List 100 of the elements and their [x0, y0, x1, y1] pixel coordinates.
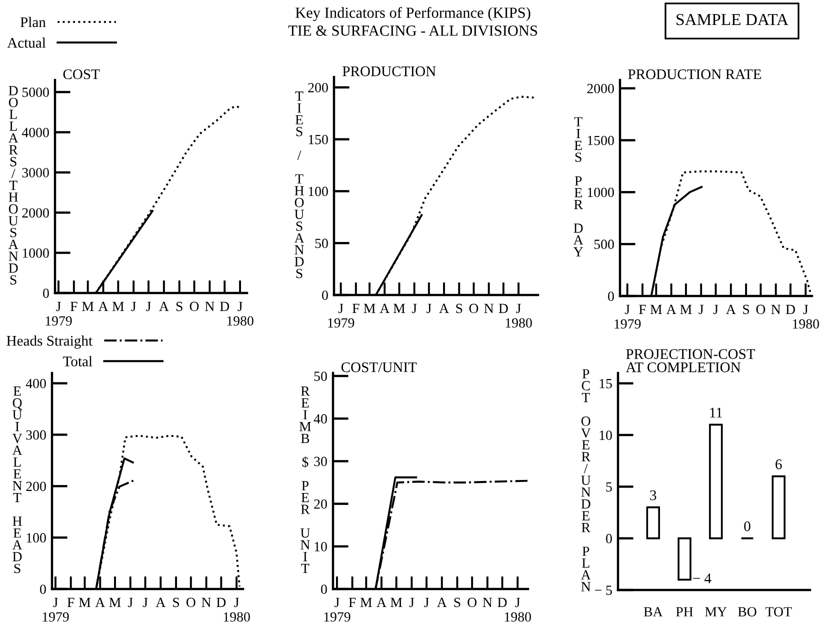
- legend-label: Plan: [20, 16, 46, 28]
- x-tick-label: J: [713, 304, 718, 314]
- x-tick-label: J 1979: [324, 598, 350, 622]
- x-tick-label: J: [698, 304, 704, 314]
- data-label: 3: [650, 490, 656, 500]
- data-label: 11: [710, 408, 722, 418]
- x-tick-label: J 1979: [46, 302, 72, 326]
- x-tick-label: D: [786, 304, 795, 314]
- y-tick-label: 100: [26, 533, 46, 543]
- y-tick-label: 500: [594, 240, 614, 250]
- y-tick-label: 40: [314, 414, 327, 424]
- x-tick-label: N: [771, 304, 781, 314]
- x-tick-label: M: [680, 304, 692, 314]
- x-tick-label: N: [202, 598, 211, 607]
- x-tick-label: N: [482, 598, 492, 607]
- chart-title: PROJECTION-COST AT COMPLETION: [626, 349, 756, 372]
- x-tick-label: N: [484, 304, 494, 313]
- data-label: − 4: [693, 574, 712, 584]
- legend-label: Total: [63, 356, 92, 366]
- y-tick-label: 0: [608, 292, 614, 301]
- y-tick-label: 2000: [22, 208, 49, 218]
- x-tick-label: M: [650, 304, 662, 314]
- legend-label: Heads Straight: [6, 335, 92, 349]
- x-tick-label: A: [376, 598, 386, 607]
- text: PCT OVER/UNDER PLAN: [580, 369, 591, 592]
- y-tick-label: − 5: [594, 586, 612, 595]
- x-tick-label: A: [98, 302, 108, 311]
- x-tick-label: S: [456, 304, 462, 314]
- y-tick-label: 1500: [588, 136, 614, 146]
- x-tick-label: A: [380, 304, 390, 313]
- x-tick-label: O: [468, 598, 477, 608]
- y-tick-label: 0: [322, 290, 328, 300]
- text: SAMPLE DATA: [676, 14, 788, 26]
- x-tick-label: N: [205, 302, 214, 311]
- x-tick-label: J: [142, 598, 148, 608]
- x-tick-label: A: [439, 304, 449, 313]
- y-tick-label: 0: [40, 584, 46, 594]
- text: TIE & SURFACING - ALL DIVISIONS: [288, 26, 538, 36]
- text: REIMB $ PER UNIT: [299, 386, 311, 574]
- x-tick-label: J: [409, 598, 414, 608]
- x-tick-label: A: [156, 598, 166, 607]
- x-tick-label: J: [424, 598, 429, 608]
- x-tick-label: D: [220, 302, 230, 311]
- x-tick-label: M: [78, 598, 91, 607]
- y-tick-label: 15: [600, 378, 612, 388]
- y-tick-label: 5000: [22, 88, 49, 98]
- x-tick-label: S: [173, 598, 180, 608]
- y-tick-label: 100: [308, 186, 328, 196]
- y-tick-label: 30: [314, 456, 327, 466]
- x-tick-label: TOT: [766, 607, 792, 616]
- x-tick-label: O: [756, 304, 766, 314]
- x-tick-label: BO: [738, 607, 756, 616]
- x-tick-label: F: [639, 304, 646, 314]
- y-tick-label: 2000: [587, 84, 614, 94]
- y-tick-label: 5: [606, 482, 612, 492]
- text: Key Indicators of Performance (KIPS): [296, 6, 530, 22]
- chart-title: COST: [63, 69, 100, 80]
- x-tick-label: S: [176, 302, 182, 312]
- y-tick-label: 50: [315, 238, 328, 248]
- x-tick-label: F: [352, 304, 360, 313]
- x-tick-label: D: [498, 304, 508, 313]
- y-tick-label: 200: [308, 82, 328, 92]
- text: TIES / THOUSANDS: [294, 92, 304, 278]
- x-tick-label: O: [469, 304, 478, 314]
- x-tick-label: J: [131, 302, 136, 312]
- chart-title: PRODUCTION: [342, 66, 436, 76]
- x-tick-label: D: [498, 598, 507, 607]
- x-tick-label: MY: [705, 607, 727, 616]
- x-tick-label: S: [454, 598, 460, 608]
- y-tick-label: 300: [26, 430, 46, 440]
- y-tick-label: 20: [314, 499, 327, 509]
- text: DOLLARS/THOUSANDS: [8, 86, 18, 285]
- x-tick-label: BA: [644, 607, 663, 616]
- y-tick-label: 0: [321, 584, 327, 594]
- x-tick-label: D: [216, 598, 226, 607]
- x-tick-label: M: [393, 304, 406, 313]
- x-tick-label: M: [360, 598, 372, 607]
- text: TIES PER DAY: [573, 117, 584, 256]
- data-label: 6: [776, 459, 782, 470]
- x-tick-label: M: [112, 302, 124, 311]
- x-tick-label: S: [743, 304, 750, 314]
- x-tick-label: J: [146, 302, 151, 312]
- x-tick-label: F: [67, 598, 74, 607]
- y-tick-label: 0: [43, 288, 49, 298]
- legend-label: Actual: [7, 38, 46, 48]
- y-tick-label: 1000: [588, 188, 614, 198]
- x-tick-label: O: [186, 598, 196, 608]
- y-tick-label: 0: [606, 534, 612, 544]
- x-tick-label: A: [95, 598, 106, 607]
- x-tick-label: O: [190, 302, 199, 312]
- x-tick-label: PH: [676, 607, 693, 616]
- y-tick-label: 150: [308, 134, 328, 144]
- x-tick-label: J: [426, 304, 432, 314]
- chart-title: COST/UNIT: [341, 362, 417, 372]
- x-tick-label: A: [726, 304, 736, 314]
- x-tick-label: F: [70, 302, 78, 311]
- y-tick-label: 1000: [22, 248, 49, 258]
- y-tick-label: 10: [314, 542, 327, 552]
- x-tick-label: J: [128, 598, 133, 608]
- x-tick-label: F: [348, 598, 356, 607]
